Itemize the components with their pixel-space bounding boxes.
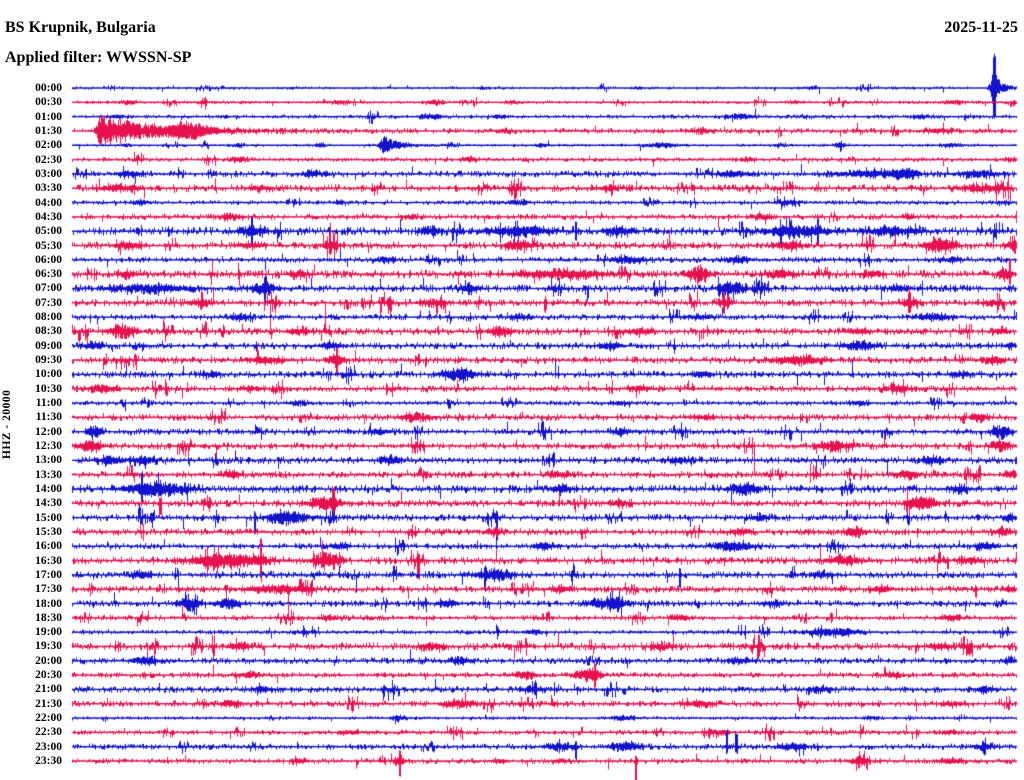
row-time-label: 06:30 xyxy=(35,268,62,281)
row-time-label: 13:00 xyxy=(35,454,62,467)
row-time-label: 06:00 xyxy=(35,253,62,266)
row-time-label: 05:30 xyxy=(35,239,62,252)
row-time-label: 08:00 xyxy=(35,311,62,324)
row-time-label: 22:30 xyxy=(35,726,62,739)
row-time-label: 18:30 xyxy=(35,611,62,624)
row-time-label: 17:30 xyxy=(35,583,62,596)
row-time-label: 00:00 xyxy=(35,82,62,94)
row-time-label: 15:00 xyxy=(35,511,62,524)
row-time-label: 19:30 xyxy=(35,640,62,653)
row-time-label: 23:30 xyxy=(35,755,62,768)
row-time-label: 04:00 xyxy=(35,196,62,209)
row-time-label: 13:30 xyxy=(35,468,62,481)
row-time-label: 19:00 xyxy=(35,626,62,639)
row-time-label: 02:00 xyxy=(35,139,62,152)
row-time-label: 14:30 xyxy=(35,497,62,510)
row-time-label: 05:00 xyxy=(35,225,62,238)
row-time-label: 20:30 xyxy=(35,669,62,682)
row-time-label: 09:30 xyxy=(35,354,62,367)
row-time-label: 03:30 xyxy=(35,182,62,195)
row-time-label: 20:00 xyxy=(35,654,62,667)
row-time-label: 21:30 xyxy=(35,697,62,710)
row-time-label: 07:00 xyxy=(35,282,62,295)
row-time-label: 21:00 xyxy=(35,683,62,696)
row-time-label: 01:00 xyxy=(35,110,62,123)
row-time-label: 23:00 xyxy=(35,740,62,753)
row-time-label: 08:30 xyxy=(35,325,62,338)
row-time-label: 22:00 xyxy=(35,712,62,725)
row-time-label: 01:30 xyxy=(35,124,62,137)
row-time-label: 14:00 xyxy=(35,482,62,495)
row-time-label: 15:30 xyxy=(35,525,62,538)
row-time-label: 10:30 xyxy=(35,382,62,395)
row-time-label: 00:30 xyxy=(35,96,62,109)
row-time-label: 18:00 xyxy=(35,597,62,610)
row-time-label: 07:30 xyxy=(35,296,62,309)
row-time-label: 09:00 xyxy=(35,339,62,352)
row-time-label: 16:00 xyxy=(35,540,62,553)
row-time-label: 02:30 xyxy=(35,153,62,166)
row-time-label: 11:30 xyxy=(35,411,62,424)
row-time-label: 10:00 xyxy=(35,368,62,381)
row-time-label: 12:00 xyxy=(35,425,62,438)
row-time-label: 03:00 xyxy=(35,167,62,180)
row-time-label: 17:00 xyxy=(35,568,62,581)
row-time-label: 11:00 xyxy=(35,397,62,410)
row-time-label: 04:30 xyxy=(35,210,62,223)
row-time-label: 16:30 xyxy=(35,554,62,567)
row-time-label: 12:30 xyxy=(35,440,62,452)
